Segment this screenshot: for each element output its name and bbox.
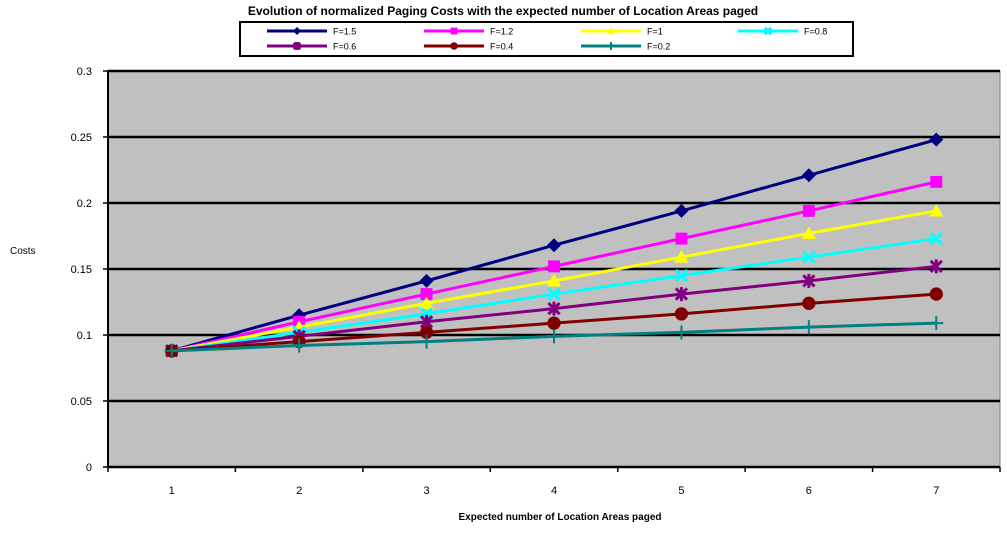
data-point: [547, 287, 561, 301]
legend-marker: [607, 27, 615, 35]
x-tick-label: 2: [296, 485, 302, 497]
data-point: [548, 260, 560, 273]
data-point: [802, 250, 816, 264]
series-F=0.2: [164, 316, 944, 358]
data-point: [547, 329, 561, 344]
data-point: [419, 296, 434, 309]
data-point: [929, 132, 944, 147]
data-point: [164, 343, 179, 358]
chart-title: Evolution of normalized Paging Costs wit…: [248, 4, 758, 18]
legend-marker: [292, 41, 302, 51]
data-point: [929, 203, 944, 217]
legend-item: F=0.2: [581, 42, 670, 52]
data-point: [801, 320, 816, 335]
data-point: [674, 287, 689, 302]
data-point: [419, 325, 434, 340]
y-tick-label: 0: [86, 462, 92, 474]
data-point: [420, 288, 433, 301]
data-point: [930, 175, 943, 188]
legend-label: F=1.5: [333, 27, 356, 37]
y-tick-label: 0.15: [71, 264, 92, 276]
x-axis-label: Expected number of Location Areas paged: [458, 512, 661, 523]
legend-item: F=0.6: [267, 42, 356, 52]
data-point: [419, 334, 434, 349]
data-point: [547, 238, 561, 253]
legend-label: F=0.6: [333, 42, 356, 52]
y-tick-label: 0.05: [71, 396, 92, 408]
legend-label: F=1.2: [490, 27, 513, 37]
x-tick-label: 4: [551, 485, 557, 497]
data-point: [674, 203, 689, 218]
data-point: [547, 316, 561, 330]
legend-box: [239, 21, 854, 57]
y-tick-label: 0.1: [77, 330, 92, 342]
data-point: [802, 204, 815, 217]
legend-item: F=0.4: [424, 42, 513, 52]
legend-label: F=0.4: [490, 42, 513, 52]
y-tick-label: 0.3: [77, 66, 92, 78]
legend-marker: [450, 27, 458, 35]
data-point: [674, 325, 689, 340]
legend-item: F=1.2: [424, 27, 513, 37]
x-tick-label: 1: [169, 485, 175, 497]
data-point: [547, 273, 561, 287]
legend-label: F=1: [647, 27, 663, 37]
legend-label: F=0.8: [804, 27, 827, 37]
legend-label: F=0.2: [647, 42, 670, 52]
x-tick-label: 7: [933, 485, 939, 497]
data-point: [929, 316, 944, 331]
legend-marker: [450, 42, 458, 50]
legend-marker: [763, 26, 773, 36]
x-tick-label: 6: [806, 485, 812, 497]
x-tick-label: 3: [424, 485, 430, 497]
legend-marker: [293, 27, 301, 35]
legend-item: F=1: [581, 27, 663, 37]
data-point: [929, 259, 943, 274]
data-point: [801, 168, 816, 183]
x-tick-label: 5: [678, 485, 684, 497]
data-point: [292, 338, 307, 353]
y-tick-label: 0.25: [71, 132, 92, 144]
legend-item: F=1.5: [267, 27, 356, 37]
data-point: [802, 296, 816, 310]
data-point: [674, 250, 689, 263]
y-tick-label: 0.2: [77, 198, 92, 210]
y-axis-label: Costs: [10, 246, 36, 257]
data-point: [547, 301, 561, 316]
data-point: [419, 273, 434, 288]
legend-marker: [607, 42, 615, 50]
data-point: [802, 273, 816, 288]
data-point: [801, 226, 816, 239]
data-point: [675, 232, 688, 245]
data-point: [674, 307, 689, 321]
data-point: [929, 287, 943, 301]
data-point: [674, 268, 689, 283]
data-point: [929, 231, 943, 246]
legend-item: F=0.8: [738, 27, 827, 37]
